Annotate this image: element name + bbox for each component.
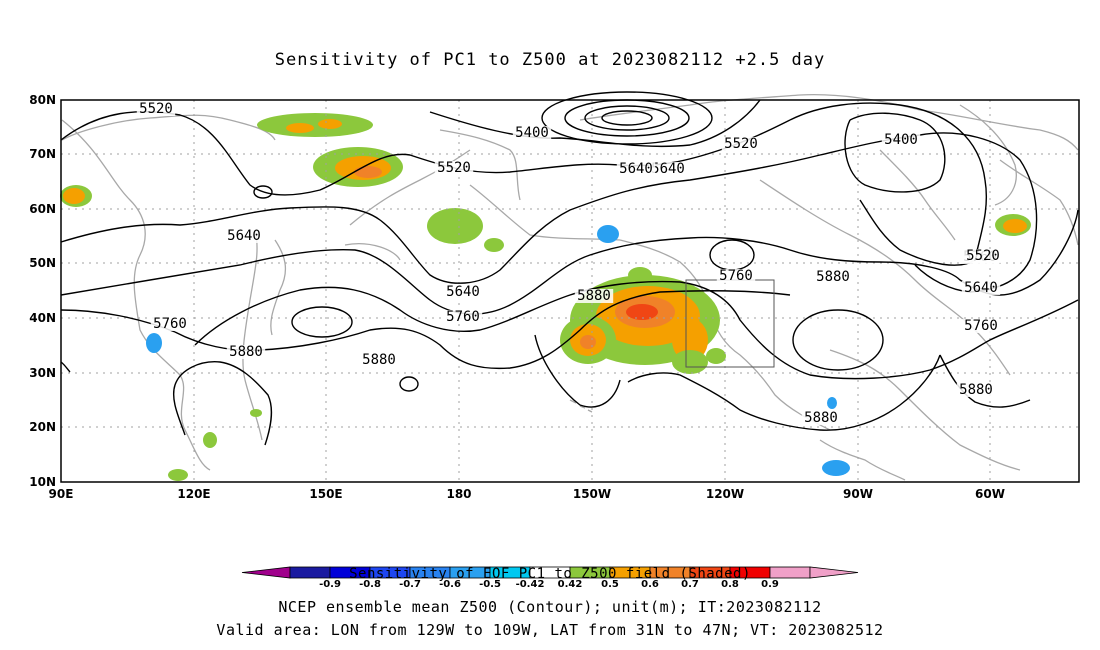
contour-label-bg bbox=[881, 133, 921, 147]
contour-label: 5880 bbox=[362, 352, 396, 368]
contour-label: 5520 bbox=[139, 101, 173, 117]
contour-label: 5640 bbox=[964, 280, 998, 296]
contour-label-bg bbox=[512, 126, 552, 140]
lon-label: 120W bbox=[706, 487, 744, 501]
colorbar-label: 0.5 bbox=[601, 579, 619, 590]
lon-label: 150E bbox=[309, 487, 342, 501]
lon-label: 90E bbox=[49, 487, 74, 501]
contour-label-bg bbox=[443, 310, 483, 324]
colorbar-label: -0.7 bbox=[399, 579, 421, 590]
contour-label: 5640 bbox=[227, 228, 261, 244]
colorbar-label: -0.6 bbox=[439, 579, 461, 590]
map-frame bbox=[60, 99, 1080, 483]
lon-label: 120E bbox=[177, 487, 210, 501]
contour-label-bg bbox=[136, 102, 176, 116]
lat-label: 10N bbox=[29, 475, 56, 489]
contour-label-bg bbox=[434, 161, 474, 175]
chart-title: Sensitivity of PC1 to Z500 at 2023082112… bbox=[274, 50, 826, 70]
contour-label: 5880 bbox=[577, 288, 611, 304]
colorbar-label: 0.8 bbox=[721, 579, 739, 590]
contour-label-bg bbox=[961, 319, 1001, 333]
lon-label: 150W bbox=[573, 487, 611, 501]
lon-label: 90W bbox=[843, 487, 873, 501]
lat-label: 50N bbox=[29, 256, 56, 270]
colorbar-label: 0.9 bbox=[761, 579, 779, 590]
contour-label-bg bbox=[963, 249, 1003, 263]
contour-label: 5640 bbox=[446, 284, 480, 300]
contour-label-bg bbox=[721, 137, 761, 151]
colorbar-label: 0.6 bbox=[641, 579, 659, 590]
contour-label-bg bbox=[813, 270, 853, 284]
lat-label: 20N bbox=[29, 420, 56, 434]
lat-label: 80N bbox=[29, 93, 56, 107]
lat-label: 70N bbox=[29, 147, 56, 161]
contour-label-bg bbox=[224, 229, 264, 243]
contour-label: 5520 bbox=[724, 136, 758, 152]
contour-label-bg bbox=[961, 281, 1001, 295]
contour-label-bg bbox=[648, 162, 688, 176]
colorbar-label: -0.42 bbox=[516, 579, 545, 590]
colorbar-label: -0.5 bbox=[479, 579, 501, 590]
contour-label: 5640 bbox=[619, 161, 653, 177]
lat-label: 40N bbox=[29, 311, 56, 325]
contour-label: 5400 bbox=[884, 132, 918, 148]
contour-label-bg bbox=[574, 289, 614, 303]
contour-label: 5640 bbox=[651, 161, 685, 177]
colorbar-label: 0.42 bbox=[558, 579, 583, 590]
contour-label-bg bbox=[359, 353, 399, 367]
contour-label-bg bbox=[226, 345, 266, 359]
colorbar-right-end bbox=[809, 566, 859, 579]
contour-label: 5400 bbox=[515, 125, 549, 141]
lon-label: 180 bbox=[446, 487, 471, 501]
longitude-labels: 90E 120E 150E 180 150W 120W 90W 60W bbox=[49, 487, 1005, 501]
sensitivity-shading bbox=[60, 113, 1031, 481]
contour-label-bg bbox=[801, 411, 841, 425]
caption-shading: Sensitivity of EOF PC1 to Z500 field (Sh… bbox=[349, 566, 751, 582]
contour-label: 5520 bbox=[437, 160, 471, 176]
colorbar-label: -0.9 bbox=[319, 579, 341, 590]
lat-label: 30N bbox=[29, 366, 56, 380]
lat-label: 60N bbox=[29, 202, 56, 216]
contour-label: 5520 bbox=[966, 248, 1000, 264]
contour-label-bg bbox=[956, 383, 996, 397]
contour-label: 5880 bbox=[959, 382, 993, 398]
coastlines bbox=[61, 94, 1079, 481]
contour-label: 5760 bbox=[446, 309, 480, 325]
contour-label: 5760 bbox=[964, 318, 998, 334]
contour-label-bg bbox=[716, 269, 756, 283]
lon-label: 60W bbox=[975, 487, 1005, 501]
caption-contour: NCEP ensemble mean Z500 (Contour); unit(… bbox=[278, 598, 822, 616]
contour-label: 5880 bbox=[804, 410, 838, 426]
colorbar: -0.9 -0.8 -0.7 -0.6 -0.5 -0.42 0.42 0.5 0.6 0.7 0.… bbox=[241, 566, 859, 590]
colorbar-label: -0.8 bbox=[359, 579, 381, 590]
contour-label-bg bbox=[616, 162, 656, 176]
contour-label: 5880 bbox=[816, 269, 850, 285]
z500-contours bbox=[60, 91, 1079, 446]
caption-valid-area: Valid area: LON from 129W to 109W, LAT f… bbox=[216, 621, 884, 639]
contour-label-bg bbox=[150, 317, 190, 331]
latitude-labels: 80N 70N 60N 50N 40N 30N 20N 10N bbox=[29, 93, 56, 489]
contour-label-bg bbox=[443, 285, 483, 299]
contour-label: 5760 bbox=[153, 316, 187, 332]
colorbar-label: 0.7 bbox=[681, 579, 699, 590]
contour-label: 5880 bbox=[229, 344, 263, 360]
contour-label: 5760 bbox=[719, 268, 753, 284]
